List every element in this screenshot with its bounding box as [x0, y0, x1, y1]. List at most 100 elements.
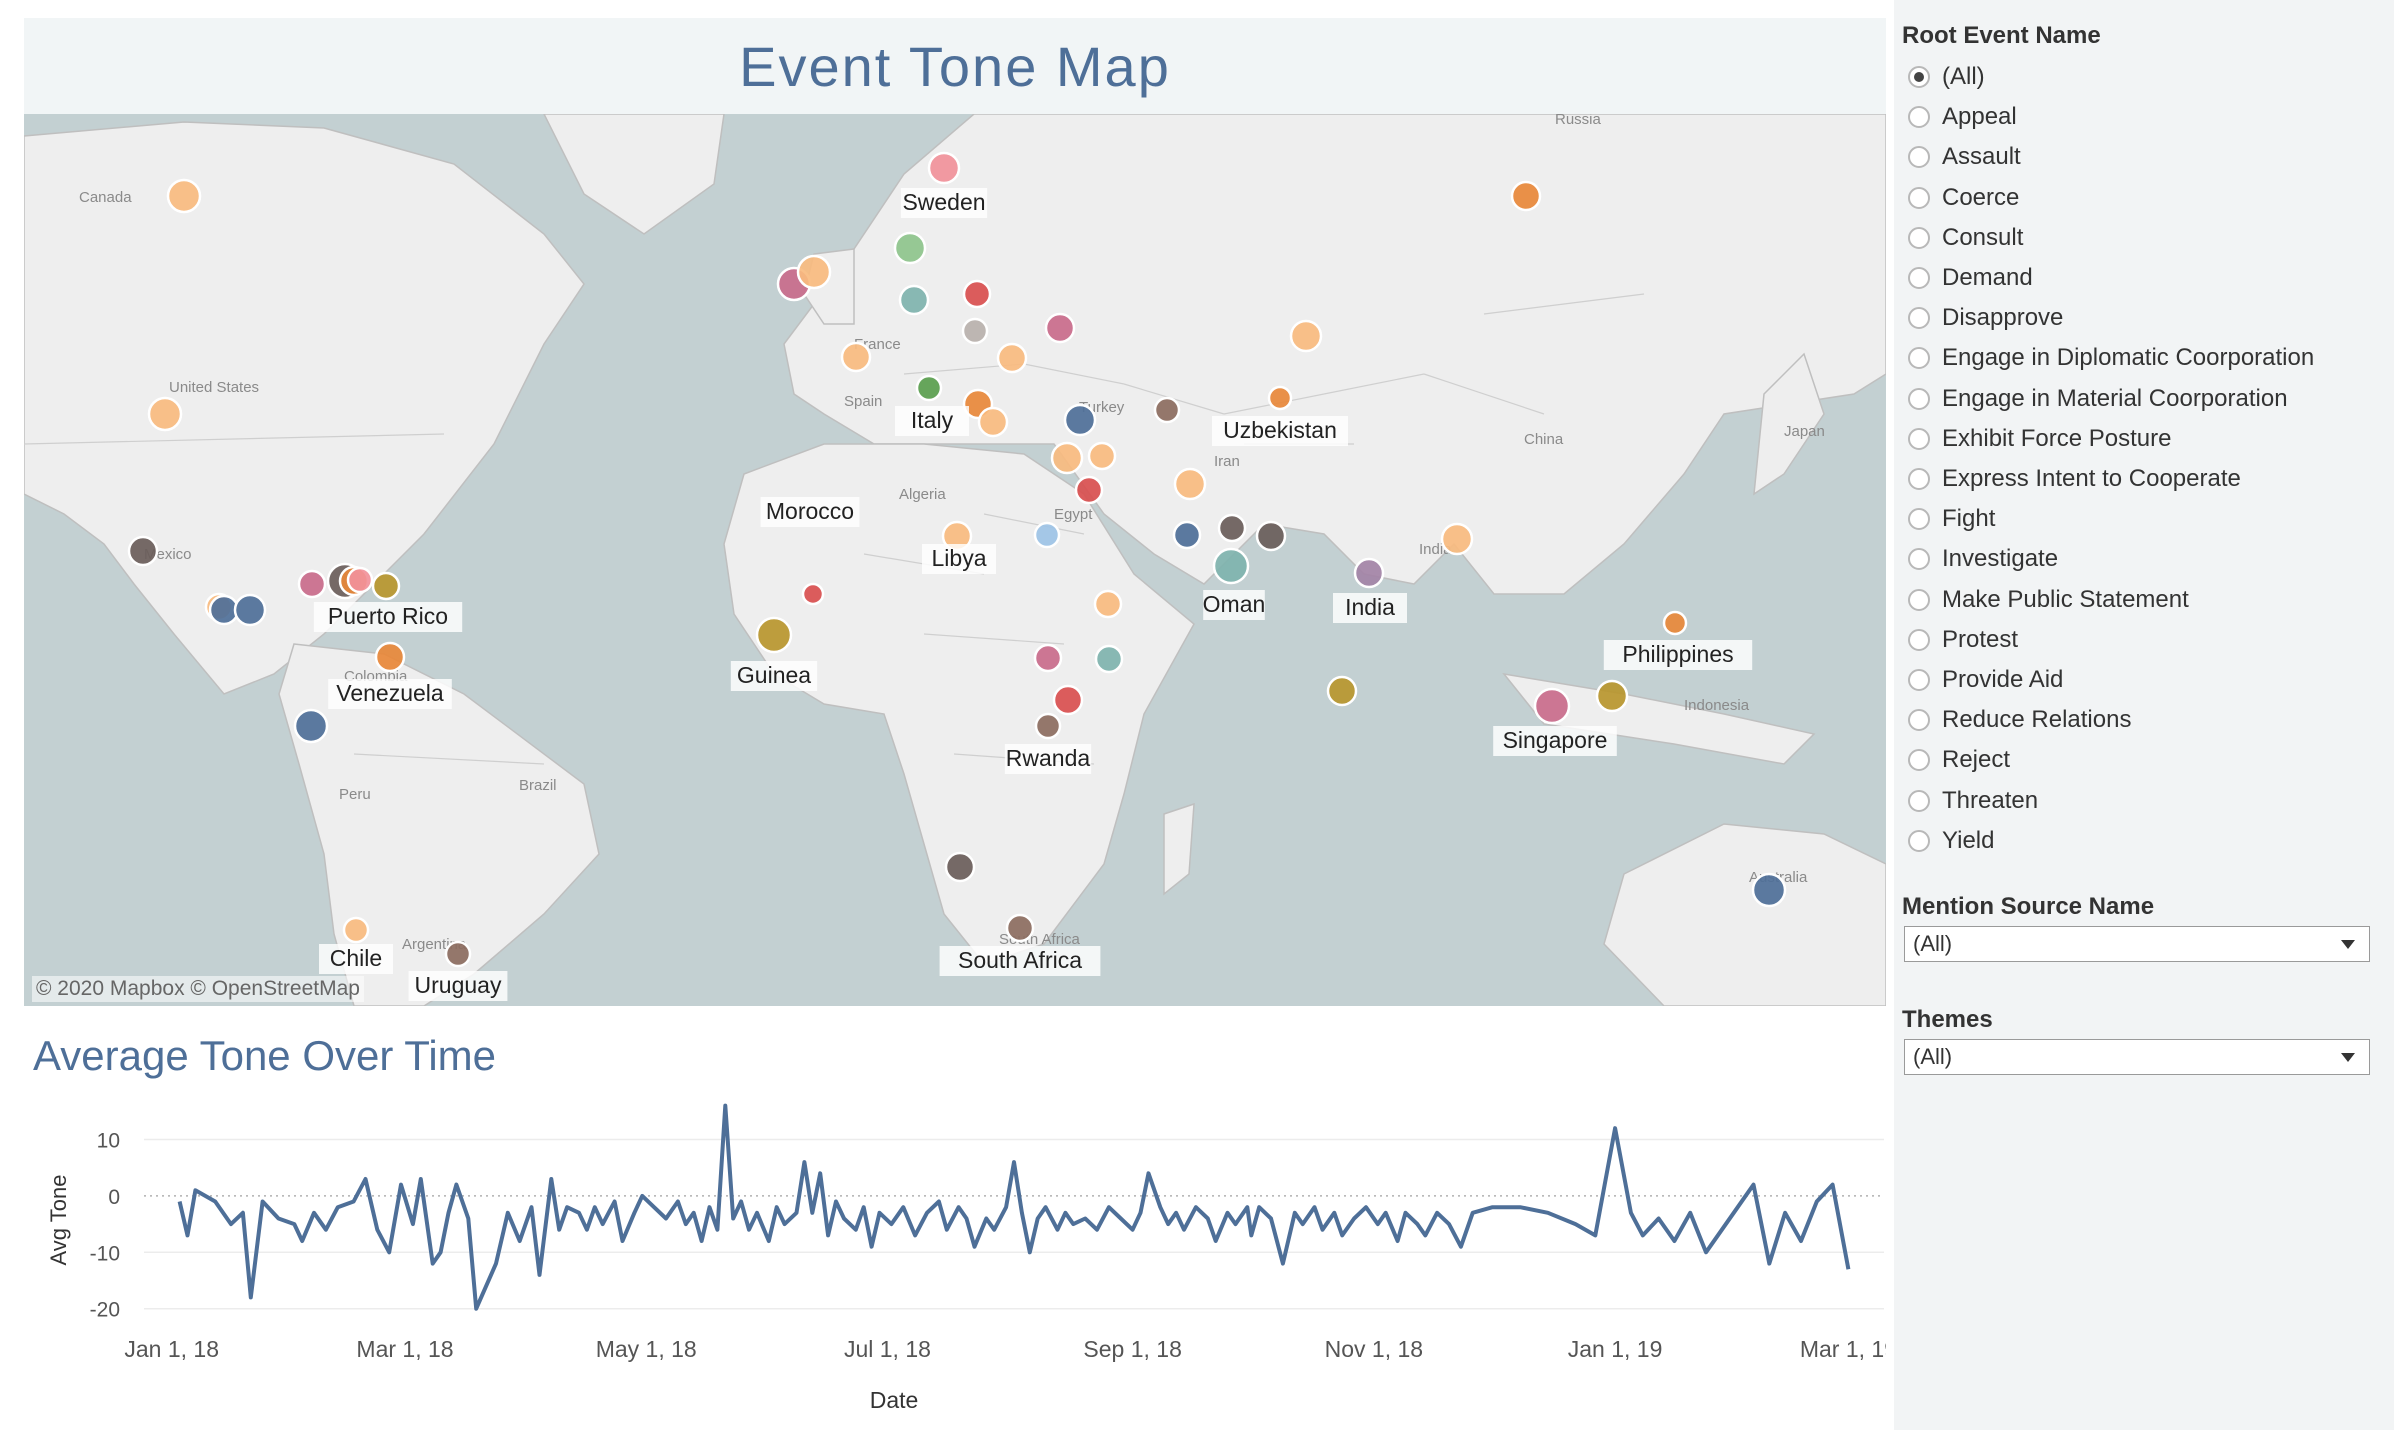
event-bubble[interactable] [1595, 679, 1629, 713]
event-bubble[interactable] [444, 940, 472, 968]
radio-button[interactable] [1908, 347, 1930, 370]
tone-point[interactable] [1204, 1214, 1212, 1222]
tone-point[interactable] [1192, 1203, 1200, 1211]
event-bubble[interactable] [1510, 180, 1542, 212]
tone-point[interactable] [753, 1209, 761, 1217]
tone-point[interactable] [191, 1186, 199, 1194]
tone-point[interactable] [1026, 1248, 1034, 1256]
radio-button[interactable] [1908, 628, 1930, 651]
tone-point[interactable] [1829, 1181, 1837, 1189]
root-event-option[interactable]: Make Public Statement [1908, 580, 2189, 620]
tone-point[interactable] [259, 1198, 267, 1206]
root-event-option[interactable]: (All) [1908, 57, 1985, 97]
tone-point[interactable] [583, 1226, 591, 1234]
tone-point[interactable] [176, 1198, 184, 1206]
tone-point[interactable] [1247, 1231, 1255, 1239]
tone-point[interactable] [1117, 1214, 1125, 1222]
tone-point[interactable] [1591, 1231, 1599, 1239]
tone-point[interactable] [1382, 1209, 1390, 1217]
tone-point[interactable] [591, 1203, 599, 1211]
tone-point[interactable] [1639, 1231, 1647, 1239]
root-event-option[interactable]: Provide Aid [1908, 660, 2063, 700]
tone-point[interactable] [1231, 1220, 1239, 1228]
event-bubble[interactable] [977, 406, 1009, 438]
tone-point[interactable] [575, 1209, 583, 1217]
tone-point[interactable] [1457, 1243, 1465, 1251]
event-bubble[interactable] [927, 151, 961, 185]
radio-button[interactable] [1908, 226, 1930, 249]
event-bubble[interactable] [147, 396, 183, 432]
tone-point[interactable] [1061, 1209, 1069, 1217]
event-bubble[interactable] [893, 231, 927, 265]
tone-point[interactable] [800, 1158, 808, 1166]
tone-point[interactable] [745, 1226, 753, 1234]
tone-point[interactable] [1702, 1248, 1710, 1256]
root-event-option[interactable]: Disapprove [1908, 298, 2063, 338]
tone-point[interactable] [1489, 1203, 1497, 1211]
tone-point[interactable] [464, 1214, 472, 1222]
tone-line-chart[interactable]: 10 0 -10 -20 Jan 1, 18 Mar 1, 18 May 1, 18 Jul … [24, 1090, 1897, 1420]
tone-point[interactable] [1516, 1203, 1524, 1211]
tone-point[interactable] [1018, 1209, 1026, 1217]
event-bubble[interactable] [166, 178, 202, 214]
tone-point[interactable] [793, 1209, 801, 1217]
event-bubble[interactable] [801, 582, 825, 606]
event-bubble[interactable] [1217, 513, 1247, 543]
event-bubble[interactable] [1533, 687, 1571, 725]
event-bubble[interactable] [944, 851, 976, 883]
tone-point[interactable] [492, 1260, 500, 1268]
event-bubble[interactable] [1212, 547, 1250, 585]
tone-point[interactable] [737, 1198, 745, 1206]
event-bubble[interactable] [840, 341, 872, 373]
tone-point[interactable] [599, 1220, 607, 1228]
tone-point[interactable] [1156, 1203, 1164, 1211]
root-event-option[interactable]: Engage in Diplomatic Coorporation [1908, 338, 2314, 378]
tone-point[interactable] [1279, 1260, 1287, 1268]
root-event-option[interactable]: Exhibit Force Posture [1908, 419, 2171, 459]
event-bubble[interactable] [1172, 520, 1202, 550]
tone-point[interactable] [860, 1203, 868, 1211]
tone-point[interactable] [1362, 1203, 1370, 1211]
tone-point[interactable] [943, 1226, 951, 1234]
tone-point[interactable] [1718, 1226, 1726, 1234]
tone-point[interactable] [638, 1192, 646, 1200]
event-bubble[interactable] [1050, 441, 1084, 475]
map-attribution[interactable]: © 2020 Mapbox © OpenStreetMap [32, 976, 364, 1002]
event-tone-map[interactable]: Russia Canada United States Spain France Alge… [24, 114, 1886, 1006]
radio-button[interactable] [1908, 387, 1930, 410]
tone-point[interactable] [310, 1209, 318, 1217]
tone-point[interactable] [721, 1102, 729, 1110]
tone-point[interactable] [1291, 1209, 1299, 1217]
event-bubble[interactable] [346, 566, 374, 594]
tone-point[interactable] [1469, 1209, 1477, 1217]
tone-point[interactable] [1350, 1214, 1358, 1222]
tone-point[interactable] [211, 1198, 219, 1206]
tone-point[interactable] [1002, 1203, 1010, 1211]
tone-point[interactable] [373, 1226, 381, 1234]
tone-point[interactable] [385, 1248, 393, 1256]
tone-point[interactable] [630, 1209, 638, 1217]
tone-point[interactable] [1797, 1237, 1805, 1245]
tone-point[interactable] [1255, 1203, 1263, 1211]
radio-button[interactable] [1908, 66, 1930, 88]
tone-point[interactable] [1844, 1265, 1852, 1273]
tone-point[interactable] [840, 1214, 848, 1222]
tone-point[interactable] [970, 1243, 978, 1251]
event-bubble[interactable] [1255, 520, 1287, 552]
tone-point[interactable] [1394, 1237, 1402, 1245]
event-bubble[interactable] [1267, 385, 1293, 411]
tone-point[interactable] [899, 1203, 907, 1211]
root-event-option[interactable]: Investigate [1908, 539, 2058, 579]
tone-point[interactable] [611, 1198, 619, 1206]
event-bubble[interactable] [297, 569, 327, 599]
tone-point[interactable] [832, 1198, 840, 1206]
tone-point[interactable] [1243, 1203, 1251, 1211]
event-bubble[interactable] [796, 254, 832, 290]
tone-point[interactable] [1374, 1220, 1382, 1228]
tone-series-line[interactable] [177, 1103, 1851, 1311]
radio-button[interactable] [1908, 588, 1930, 611]
tone-point[interactable] [1144, 1169, 1152, 1177]
tone-point[interactable] [452, 1181, 460, 1189]
tone-point[interactable] [682, 1220, 690, 1228]
